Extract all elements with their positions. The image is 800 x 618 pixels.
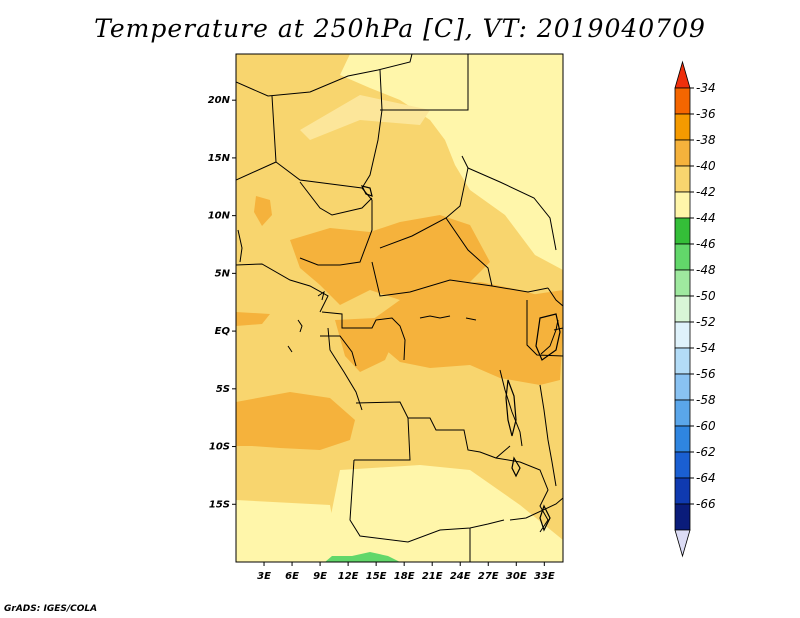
colorbar-swatch xyxy=(674,269,691,297)
x-tick-label: 30E xyxy=(506,571,527,582)
colorbar-swatch xyxy=(674,243,691,271)
colorbar-label: -46 xyxy=(696,237,716,251)
colorbar-label: -60 xyxy=(696,419,716,433)
colorbar-swatch xyxy=(674,295,691,323)
colorbar-swatch xyxy=(674,451,691,479)
colorbar-swatch xyxy=(674,425,691,453)
colorbar-label: -62 xyxy=(696,445,716,459)
x-tick-label: 24E xyxy=(450,571,471,582)
x-tick-label: 9E xyxy=(313,571,327,582)
x-tick-label: 33E xyxy=(534,571,555,582)
field-green-south xyxy=(325,552,400,562)
map-frame xyxy=(235,53,564,563)
x-tick-label: 3E xyxy=(257,571,271,582)
field-light-south xyxy=(300,465,563,562)
chart-title: Temperature at 250hPa [C], VT: 201904070… xyxy=(94,14,706,43)
colorbar-label: -54 xyxy=(696,341,716,355)
x-tick-label: 21E xyxy=(422,571,443,582)
colorbar-swatch xyxy=(674,165,691,193)
colorbar-bottom-arrow xyxy=(674,529,691,558)
field-dark-eastern-lakes xyxy=(530,290,563,335)
y-tick-label: 15N xyxy=(208,153,231,164)
x-axis: 3E 6E 9E 12E 15E 18E 21E 24E 27E 30E 33E xyxy=(257,562,555,582)
colorbar-top-arrow xyxy=(674,60,691,89)
x-tick-label: 18E xyxy=(394,571,415,582)
colorbar-label: -58 xyxy=(696,393,716,407)
colorbar-swatch xyxy=(674,87,691,115)
colorbar-label: -50 xyxy=(696,289,716,303)
colorbar: -34 -36 -38 -40 -42 -44 -46 -48 -50 -52 -54 -56 -58 -… xyxy=(674,60,716,558)
field-dark-west-bay xyxy=(335,318,395,372)
colorbar-label: -34 xyxy=(696,81,716,95)
colorbar-swatch xyxy=(674,217,691,245)
x-tick-label: 15E xyxy=(366,571,387,582)
y-tick-label: 10N xyxy=(208,211,231,222)
field-dark-sw-ocean xyxy=(236,392,355,450)
colorbar-label: -56 xyxy=(696,367,716,381)
grads-credit: GrADS: IGES/COLA xyxy=(4,604,98,614)
field-light-north xyxy=(340,54,563,270)
y-tick-label: 10S xyxy=(209,442,230,453)
colorbar-label: -52 xyxy=(696,315,716,329)
field-dark-west-1 xyxy=(254,196,272,226)
coastline-details xyxy=(237,229,477,353)
y-axis: 20N 15N 10N 5N EQ 5S 10S 15S xyxy=(208,95,236,510)
map-area xyxy=(236,54,563,562)
colorbar-label: -66 xyxy=(696,497,716,511)
colorbar-swatch xyxy=(674,399,691,427)
y-tick-label: EQ xyxy=(215,326,231,337)
y-tick-label: 15S xyxy=(209,499,230,510)
x-tick-label: 6E xyxy=(285,571,299,582)
lake-outlines xyxy=(360,185,561,532)
field-light-ne-strip xyxy=(300,95,430,140)
colorbar-label: -40 xyxy=(696,159,716,173)
colorbar-swatch xyxy=(674,477,691,505)
x-tick-label: 27E xyxy=(478,571,499,582)
y-tick-label: 20N xyxy=(208,95,231,106)
colorbar-label: -44 xyxy=(696,211,716,225)
colorbar-swatch xyxy=(674,347,691,375)
x-tick-label: 12E xyxy=(338,571,359,582)
colorbar-label: -42 xyxy=(696,185,716,199)
field-light-southwest xyxy=(236,500,340,562)
y-tick-label: 5N xyxy=(215,268,231,279)
colorbar-swatch xyxy=(674,321,691,349)
colorbar-label: -36 xyxy=(696,107,716,121)
y-tick-label: 5S xyxy=(216,384,230,395)
colorbar-label: -38 xyxy=(696,133,716,147)
colorbar-swatch xyxy=(674,191,691,219)
colorbar-swatch xyxy=(674,139,691,167)
colorbar-swatch xyxy=(674,113,691,141)
colorbar-label: -48 xyxy=(696,263,716,277)
colorbar-label: -64 xyxy=(696,471,716,485)
country-borders xyxy=(236,54,563,562)
field-dark-east xyxy=(372,282,563,385)
colorbar-swatch xyxy=(674,503,691,531)
field-dark-west-2 xyxy=(236,312,270,326)
colorbar-swatch xyxy=(674,373,691,401)
